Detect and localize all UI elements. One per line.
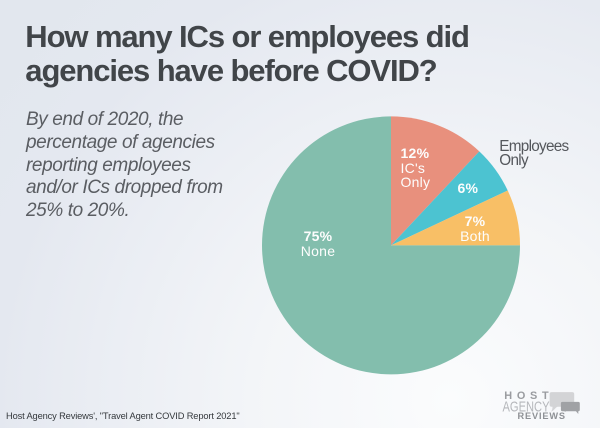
svg-text:': ': [565, 411, 566, 417]
svg-text:AGENCY: AGENCY: [503, 399, 550, 416]
svg-text:REVIEWS: REVIEWS: [518, 411, 566, 421]
